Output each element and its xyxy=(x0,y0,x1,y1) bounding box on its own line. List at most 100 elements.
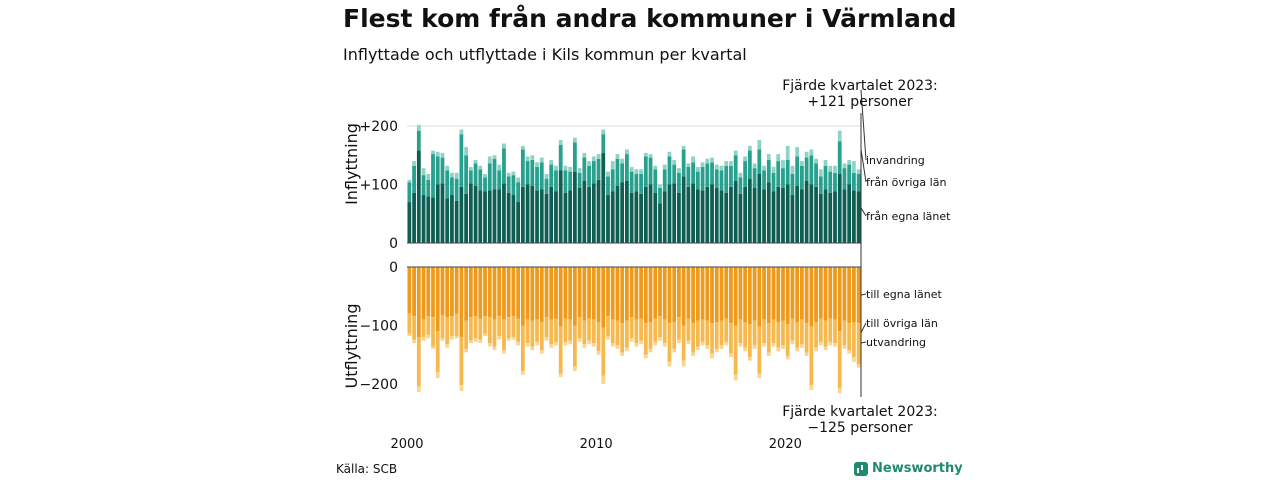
bar-segment xyxy=(450,316,454,337)
bar-segment xyxy=(799,319,804,345)
bar-segment xyxy=(714,321,719,349)
bar-segment xyxy=(487,343,492,347)
bar-segment xyxy=(483,316,487,334)
bar-segment xyxy=(658,184,662,189)
brand-name: Newsworthy xyxy=(872,461,963,476)
bar-segment xyxy=(700,166,705,191)
bar-segment xyxy=(766,323,771,353)
bar-segment xyxy=(752,188,757,243)
bar-segment xyxy=(549,344,554,348)
bar-segment xyxy=(795,185,800,243)
bar-segment xyxy=(544,173,549,179)
bar-segment xyxy=(629,338,634,342)
bar-segment xyxy=(620,182,625,243)
bar-segment xyxy=(809,155,814,185)
bar-segment xyxy=(530,159,535,186)
bar-segment xyxy=(416,337,421,387)
bar-segment xyxy=(407,182,412,203)
bar-segment xyxy=(487,163,492,191)
bar-segment xyxy=(847,159,852,165)
bar-segment xyxy=(483,333,487,337)
bar-segment xyxy=(639,267,643,319)
bar-segment xyxy=(662,267,667,320)
bar-segment xyxy=(412,267,416,317)
bar-segment xyxy=(487,190,492,243)
bar-segment xyxy=(520,371,525,375)
bar-segment xyxy=(776,161,781,187)
bar-segment xyxy=(440,183,445,243)
bar-segment xyxy=(766,159,771,183)
bar-segment xyxy=(554,170,558,192)
bar-segment xyxy=(809,326,814,386)
bar-segment xyxy=(506,338,511,341)
bar-segment xyxy=(691,323,695,353)
bar-segment xyxy=(809,385,814,390)
bar-chart-icon xyxy=(854,461,868,476)
series-label-connector xyxy=(860,149,867,183)
bar-segment xyxy=(530,346,535,351)
bar-segment xyxy=(516,177,521,183)
bar-segment xyxy=(454,336,459,339)
bar-segment xyxy=(677,317,681,340)
bar-segment xyxy=(620,352,625,356)
bar-segment xyxy=(520,267,525,326)
series-label: utvandring xyxy=(866,336,926,349)
bar-segment xyxy=(818,176,823,194)
bar-segment xyxy=(610,343,615,347)
bar-segment xyxy=(677,168,681,173)
bar-segment xyxy=(492,319,497,347)
bar-segment xyxy=(667,267,672,324)
bar-segment xyxy=(606,336,610,340)
bar-segment xyxy=(629,192,634,243)
bar-segment xyxy=(776,186,781,243)
bar-segment xyxy=(591,343,596,347)
bar-segment xyxy=(506,172,511,177)
bar-segment xyxy=(743,186,748,243)
bar-segment xyxy=(795,267,800,322)
bar-segment xyxy=(724,318,729,342)
bar-segment xyxy=(856,191,861,243)
bar-segment xyxy=(492,158,497,190)
bar-segment xyxy=(856,323,861,365)
bar-segment xyxy=(601,375,606,384)
bar-segment xyxy=(681,325,686,361)
bar-segment xyxy=(577,188,582,243)
bar-segment xyxy=(681,267,686,326)
bar-segment xyxy=(686,166,691,187)
bar-segment xyxy=(799,189,804,243)
bar-segment xyxy=(785,324,790,356)
bar-segment xyxy=(625,149,629,155)
bar-segment xyxy=(549,159,554,165)
bar-segment xyxy=(558,144,563,171)
bar-segment xyxy=(412,192,416,243)
bar-segment xyxy=(615,154,620,159)
y-tick-label: −100 xyxy=(360,319,398,335)
bar-segment xyxy=(856,169,861,174)
bar-segment xyxy=(747,357,752,361)
bar-segment xyxy=(497,170,502,190)
annotation-top-line2: +121 personer xyxy=(807,94,913,110)
bar-segment xyxy=(577,267,582,318)
bar-segment xyxy=(672,267,677,322)
bar-segment xyxy=(842,189,847,243)
bar-segment xyxy=(511,267,516,317)
bar-segment xyxy=(620,323,625,353)
bar-segment xyxy=(610,319,615,344)
bar-segment xyxy=(842,267,847,321)
bar-segment xyxy=(506,267,511,318)
bar-segment xyxy=(431,346,435,349)
bar-segment xyxy=(473,267,478,317)
bar-segment xyxy=(681,149,686,177)
bar-segment xyxy=(724,161,729,166)
series-label-connector xyxy=(860,207,867,217)
bar-segment xyxy=(591,319,596,344)
bar-segment xyxy=(785,355,790,360)
bar-segment xyxy=(596,179,601,243)
newsworthy-logo[interactable]: Newsworthy xyxy=(854,461,963,476)
bar-segment xyxy=(539,157,544,163)
bar-segment xyxy=(847,184,852,243)
bar-segment xyxy=(625,180,629,243)
bar-segment xyxy=(516,267,521,319)
bar-segment xyxy=(856,267,861,324)
bar-segment xyxy=(572,267,577,326)
